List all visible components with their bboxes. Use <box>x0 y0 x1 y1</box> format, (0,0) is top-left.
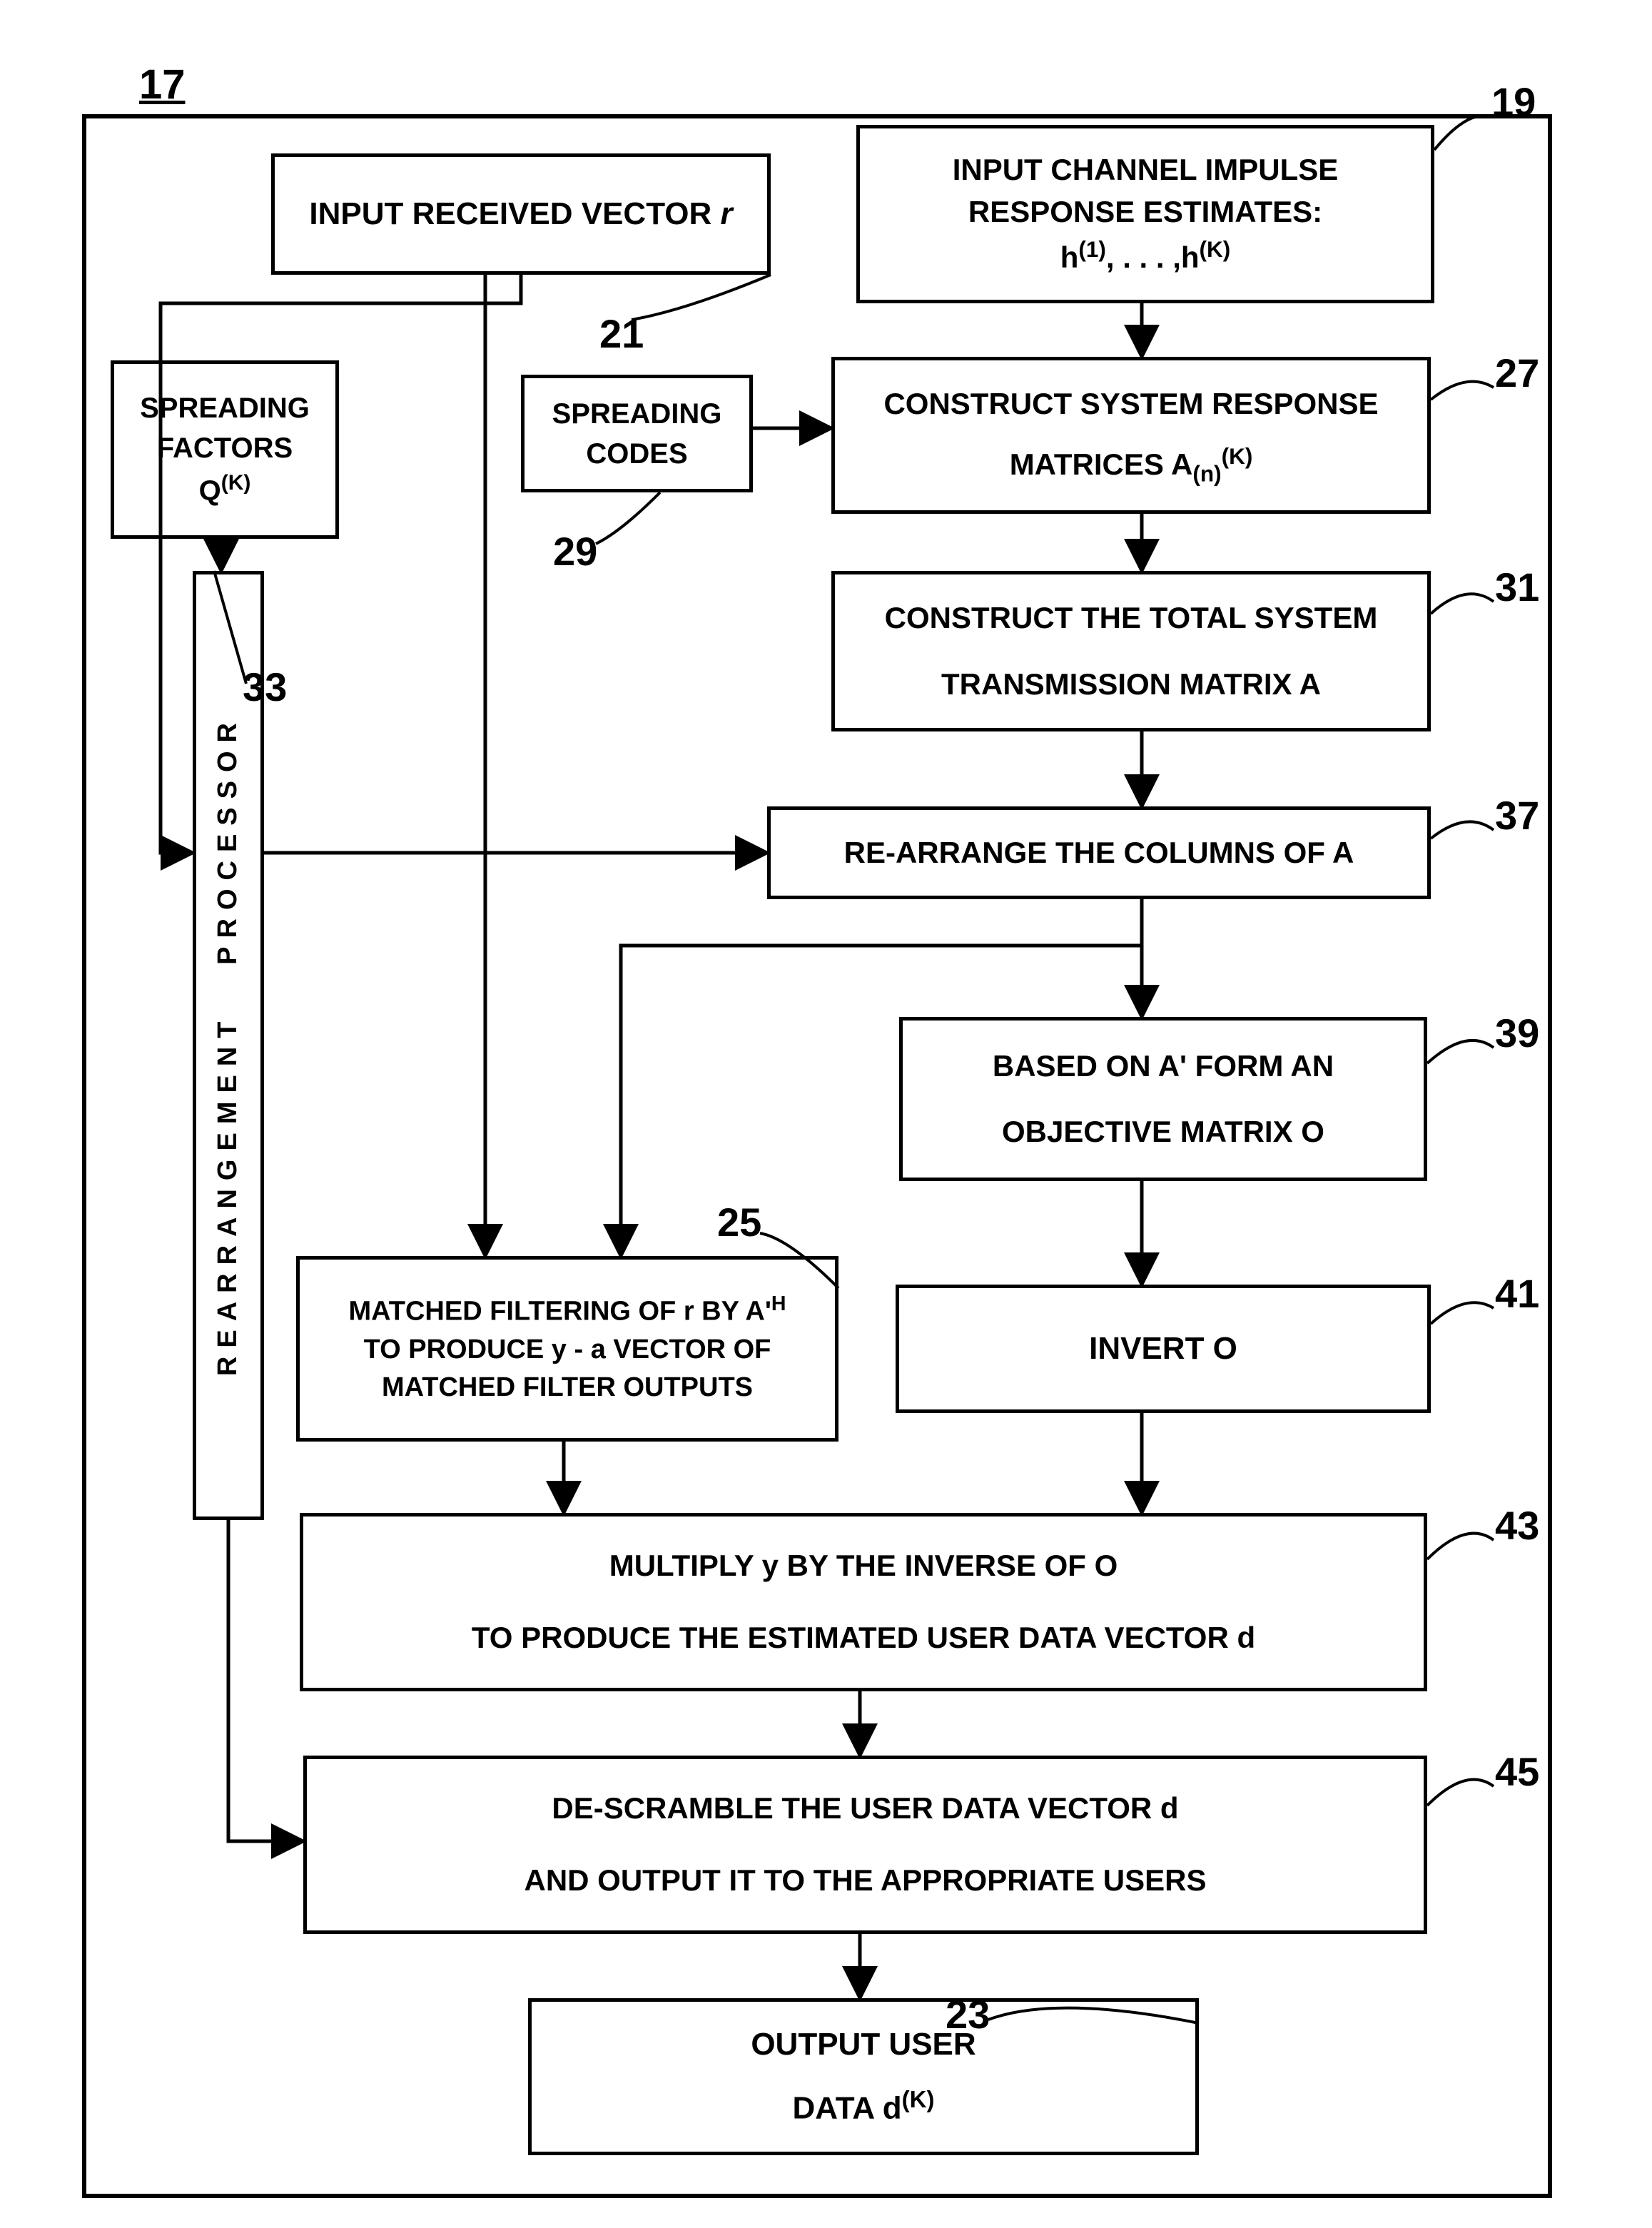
callout-23: 23 <box>946 1991 990 2037</box>
box-text: SPREADINGCODES <box>552 394 722 474</box>
box-text: REARRANGEMENT PROCESSOR <box>209 714 247 1376</box>
box-text: MATCHED FILTERING OF r BY A'HTO PRODUCE … <box>349 1290 786 1407</box>
descramble-box: DE-SCRAMBLE THE USER DATA VECTOR dAND OU… <box>303 1756 1427 1934</box>
spreading-codes-box: SPREADINGCODES <box>521 375 753 492</box>
box-text: INVERT O <box>1089 1327 1237 1371</box>
callout-43: 43 <box>1495 1502 1539 1549</box>
rearrange-columns-box: RE-ARRANGE THE COLUMNS OF A <box>767 806 1431 899</box>
box-text: INPUT RECEIVED VECTOR r <box>309 192 732 236</box>
rearrangement-processor-box: REARRANGEMENT PROCESSOR <box>193 571 264 1520</box>
form-objective-matrix-box: BASED ON A' FORM ANOBJECTIVE MATRIX O <box>899 1017 1427 1181</box>
multiply-inverse-box: MULTIPLY y BY THE INVERSE OF OTO PRODUCE… <box>300 1513 1427 1691</box>
box-text: CONSTRUCT THE TOTAL SYSTEMTRANSMISSION M… <box>885 585 1378 717</box>
box-text: BASED ON A' FORM ANOBJECTIVE MATRIX O <box>993 1033 1334 1165</box>
flowchart-diagram: 17 INPUT RECEIVED VECTOR r 21 INPUT CHAN… <box>0 0 1652 2228</box>
box-text: OUTPUT USERDATA d(K) <box>751 2013 976 2140</box>
callout-25: 25 <box>717 1199 761 1245</box>
construct-total-matrix-box: CONSTRUCT THE TOTAL SYSTEMTRANSMISSION M… <box>831 571 1431 731</box>
box-text: INPUT CHANNEL IMPULSERESPONSE ESTIMATES:… <box>953 149 1339 278</box>
callout-19: 19 <box>1491 79 1536 125</box>
callout-33: 33 <box>243 664 287 710</box>
callout-37: 37 <box>1495 792 1539 839</box>
spreading-factors-box: SPREADINGFACTORSQ(K) <box>111 360 339 539</box>
callout-29: 29 <box>553 528 597 574</box>
figure-number-label: 17 <box>139 61 186 108</box>
construct-system-response-box: CONSTRUCT SYSTEM RESPONSEMATRICES A(n)(K… <box>831 357 1431 514</box>
callout-45: 45 <box>1495 1748 1539 1795</box>
box-text: RE-ARRANGE THE COLUMNS OF A <box>844 832 1354 874</box>
input-received-vector-box: INPUT RECEIVED VECTOR r <box>271 153 771 275</box>
input-channel-response-box: INPUT CHANNEL IMPULSERESPONSE ESTIMATES:… <box>856 125 1434 303</box>
callout-41: 41 <box>1495 1270 1539 1317</box>
box-text: MULTIPLY y BY THE INVERSE OF OTO PRODUCE… <box>472 1530 1255 1674</box>
callout-31: 31 <box>1495 564 1539 610</box>
box-text: CONSTRUCT SYSTEM RESPONSEMATRICES A(n)(K… <box>883 374 1378 496</box>
callout-27: 27 <box>1495 350 1539 396</box>
matched-filtering-box: MATCHED FILTERING OF r BY A'HTO PRODUCE … <box>296 1256 838 1442</box>
box-text: SPREADINGFACTORSQ(K) <box>140 388 310 510</box>
box-text: DE-SCRAMBLE THE USER DATA VECTOR dAND OU… <box>525 1773 1207 1917</box>
callout-21: 21 <box>599 310 644 357</box>
callout-39: 39 <box>1495 1010 1539 1056</box>
output-user-data-box: OUTPUT USERDATA d(K) <box>528 1998 1199 2155</box>
invert-o-box: INVERT O <box>896 1285 1431 1413</box>
